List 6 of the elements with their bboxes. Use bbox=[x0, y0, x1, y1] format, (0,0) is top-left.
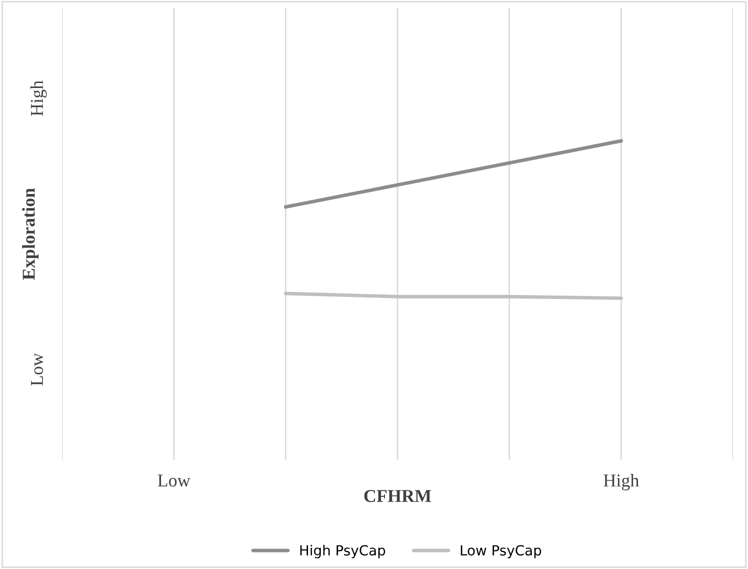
legend-label: Low PsyCap bbox=[460, 545, 542, 558]
x-axis-title: CFHRM bbox=[364, 490, 432, 502]
legend-label: High PsyCap bbox=[300, 544, 386, 558]
y-axis-title: Exploration bbox=[22, 188, 39, 280]
text: Low bbox=[31, 353, 44, 386]
text: High bbox=[30, 80, 47, 116]
